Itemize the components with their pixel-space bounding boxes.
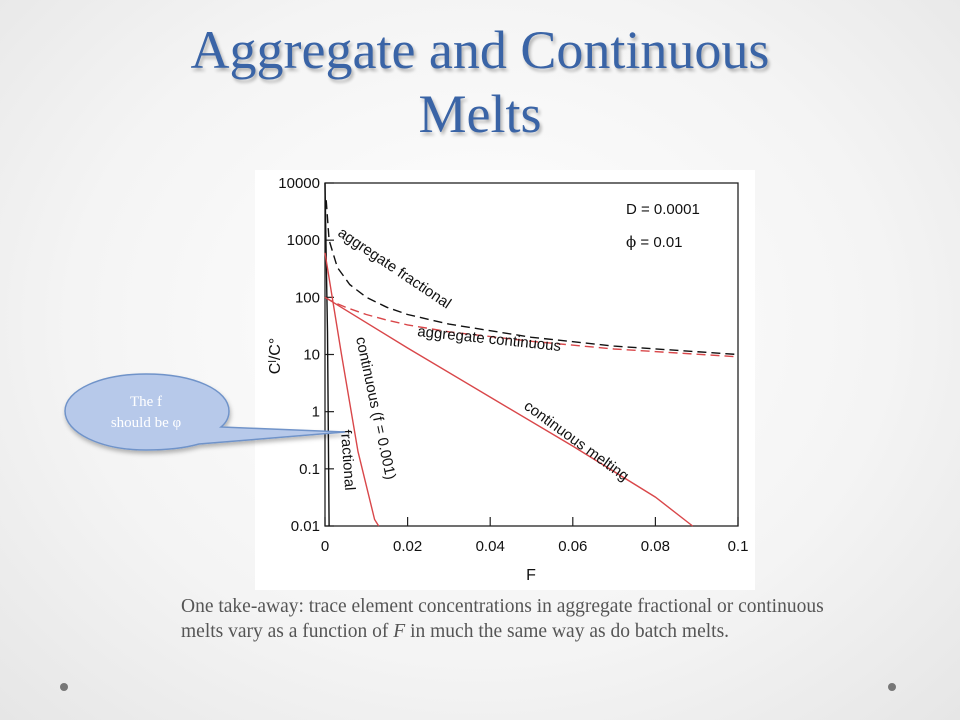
param-phi-label: ϕ = 0.01 bbox=[626, 233, 683, 251]
y-tick-label-2: 1 bbox=[312, 404, 320, 421]
slide-dot-left bbox=[60, 683, 68, 691]
fractional-label: fractional bbox=[337, 429, 358, 491]
x-tick-label-4: 0.08 bbox=[641, 538, 670, 555]
title-line-2: Melts bbox=[418, 84, 542, 144]
takeaway-italic-f: F bbox=[393, 621, 406, 642]
series-line-aggregate-continuous bbox=[324, 296, 739, 358]
y-tick-label-6: 10000 bbox=[278, 175, 320, 192]
y-tick-label-1: 0.1 bbox=[299, 461, 320, 478]
aggregate-continuous-label: aggregate continuous bbox=[417, 323, 562, 355]
slide-dot-right bbox=[888, 683, 896, 691]
takeaway-text: One take-away: trace element concentrati… bbox=[181, 594, 861, 644]
slide-title: Aggregate and Continuous Melts bbox=[0, 18, 960, 146]
x-tick-label-3: 0.06 bbox=[558, 538, 587, 555]
x-tick-label-1: 0.02 bbox=[393, 538, 422, 555]
phi-symbol: ϕ bbox=[626, 233, 636, 251]
y-tick-label-3: 10 bbox=[303, 347, 320, 364]
callout-text-line1: The f bbox=[130, 394, 162, 410]
takeaway-part2: in much the same way as do batch melts. bbox=[405, 621, 730, 642]
series-line-continuous-melting bbox=[324, 296, 694, 527]
series-line-continuous-f-0-001 bbox=[324, 252, 380, 527]
y-tick-label-4: 100 bbox=[295, 289, 320, 306]
y-tick-label-0: 0.01 bbox=[291, 518, 320, 535]
phi-value: = 0.01 bbox=[636, 234, 682, 251]
y-tick-label-5: 1000 bbox=[287, 232, 320, 249]
title-line-1: Aggregate and Continuous bbox=[190, 20, 770, 80]
continuous-melting-label: continuous melting bbox=[521, 397, 632, 484]
aggregate-fractional-label: aggregate fractional bbox=[335, 224, 454, 312]
param-d-label: D = 0.0001 bbox=[626, 201, 700, 218]
callout-text-line2: should be φ bbox=[111, 415, 182, 431]
continuous-f-label: continuous (f = 0.001) bbox=[352, 335, 399, 481]
x-axis-label: F bbox=[526, 567, 536, 584]
parameter-box: D = 0.0001 ϕ = 0.01 bbox=[626, 201, 700, 251]
x-tick-label-5: 0.1 bbox=[728, 538, 749, 555]
takeaway-part1: One take-away: trace element concentrati… bbox=[181, 596, 824, 642]
x-tick-label-0: 0 bbox=[321, 538, 329, 555]
x-tick-label-2: 0.04 bbox=[476, 538, 505, 555]
y-axis-label: Cˡ/C° bbox=[267, 338, 284, 374]
melt-concentration-chart: 0.01 0.1 1 10 100 1000 10000 0 0.02 0.04 0.06 0.08… bbox=[267, 175, 749, 584]
series-line-aggregate-fractional bbox=[325, 200, 739, 356]
